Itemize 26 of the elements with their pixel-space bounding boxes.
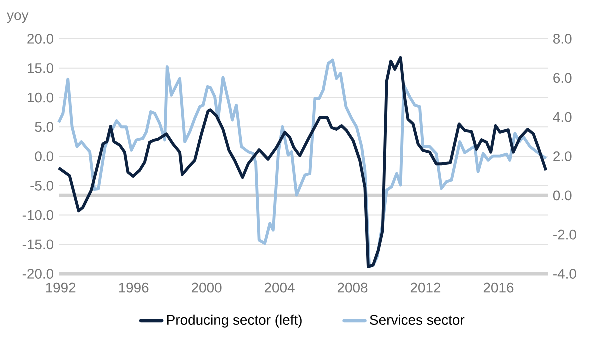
y2-tick-label: -4.0	[554, 269, 576, 279]
y2-tick-label: 2.0	[554, 152, 572, 162]
y2-tick-label: 8.0	[554, 34, 572, 44]
x-tick-label: 2000	[192, 282, 222, 293]
y-tick-label: 15.0	[28, 63, 54, 74]
y-tick-label: 5.0	[35, 122, 54, 132]
y-tick-label: -5.0	[30, 180, 54, 191]
y-tick-label: 0.0	[35, 152, 54, 162]
y-tick-label: -15.0	[22, 240, 54, 250]
y2-tick-label: 6.0	[554, 73, 572, 84]
y-axis-title: yoy	[7, 12, 29, 24]
y-tick-label: -10.0	[22, 210, 54, 220]
x-tick-label: 2008	[338, 282, 368, 293]
y-tick-label: 20.0	[28, 34, 54, 44]
legend-label: Services sector	[370, 314, 465, 326]
x-tick-label: 2012	[410, 282, 441, 293]
y2-tick-label: -2.0	[554, 230, 576, 240]
x-tick-label: 2016	[484, 282, 514, 293]
y2-tick-label: 4.0	[553, 112, 572, 122]
legend-label: Producing sector (left)	[168, 314, 302, 328]
y-tick-label: -20.0	[22, 269, 54, 279]
y2-tick-label: 0.0	[553, 190, 572, 201]
y-tick-label: 10.0	[28, 92, 54, 103]
x-tick-label: 1992	[46, 282, 76, 293]
x-tick-label: 1996	[119, 282, 149, 293]
x-tick-label: 2004	[264, 282, 295, 293]
